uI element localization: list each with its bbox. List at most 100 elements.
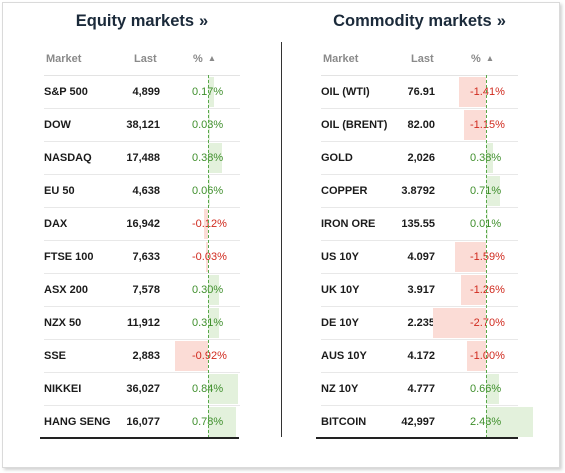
positive-change-bar (208, 176, 211, 206)
table-row[interactable]: BITCOIN 42,997 2.43% (321, 405, 534, 438)
negative-change-bar (466, 341, 486, 371)
commodity-panel: Commodity markets» Market Last % ▲ OIL (W… (316, 0, 534, 440)
market-column-header[interactable]: Market (46, 53, 82, 65)
change-percent: 0.71% (470, 185, 502, 197)
table-row[interactable]: HANG SENG 16,077 0.78% (44, 405, 240, 438)
negative-change-bar (203, 209, 208, 239)
market-name[interactable]: OIL (BRENT) (321, 119, 388, 131)
market-name[interactable]: FTSE 100 (44, 251, 94, 263)
market-column-header[interactable]: Market (323, 53, 359, 65)
change-percent: 0.06% (192, 185, 224, 197)
change-percent: -2.70% (470, 317, 505, 329)
market-name[interactable]: DE 10Y (321, 317, 359, 329)
equity-markets-link[interactable]: Equity markets» (44, 12, 240, 31)
zero-line (208, 75, 209, 438)
market-name[interactable]: US 10Y (321, 251, 359, 263)
market-name[interactable]: UK 10Y (321, 284, 360, 296)
positive-change-bar (208, 275, 219, 305)
market-name[interactable]: NIKKEI (44, 383, 82, 395)
table-row[interactable]: AUS 10Y 4.172 -1.00% (321, 339, 518, 372)
market-name[interactable]: ASX 200 (44, 284, 89, 296)
last-column-header[interactable]: Last (411, 53, 434, 65)
positive-change-bar (486, 374, 499, 404)
market-name[interactable]: OIL (WTI) (321, 86, 370, 98)
last-value: 38,121 (126, 119, 160, 131)
negative-change-bar (433, 308, 486, 338)
change-percent: 0.38% (470, 152, 502, 164)
table-row[interactable]: GOLD 2,026 0.38% (321, 141, 518, 174)
last-value: 4,638 (132, 185, 160, 197)
change-percent: -0.12% (192, 218, 227, 230)
table-row[interactable]: COPPER 3.8792 0.71% (321, 174, 518, 207)
market-name[interactable]: DAX (44, 218, 68, 230)
zero-line (486, 75, 487, 438)
table-row[interactable]: DE 10Y 2.235 -2.70% (321, 306, 518, 339)
sort-ascending-icon[interactable]: ▲ (207, 53, 217, 63)
table-row[interactable]: US 10Y 4.097 -1.59% (321, 240, 518, 273)
market-name[interactable]: SSE (44, 350, 67, 362)
table-row[interactable]: NASDAQ 17,488 0.38% (44, 141, 240, 174)
last-value: 7,578 (132, 284, 160, 296)
equity-rows: S&P 500 4,899 0.17% DOW 38,121 0.03% NASDAQ 17,… (44, 75, 240, 438)
last-value: 3.917 (407, 284, 435, 296)
market-name[interactable]: COPPER (321, 185, 368, 197)
table-row[interactable]: NZ 10Y 4.777 0.66% (321, 372, 518, 405)
last-value: 2,883 (132, 350, 160, 362)
market-name[interactable]: IRON ORE (321, 218, 376, 230)
table-row[interactable]: DOW 38,121 0.03% (44, 108, 240, 141)
table-row[interactable]: NZX 50 11,912 0.31% (44, 306, 240, 339)
last-value: 17,488 (126, 152, 160, 164)
table-row[interactable]: EU 50 4,638 0.06% (44, 174, 240, 207)
market-name[interactable]: BITCOIN (321, 416, 367, 428)
negative-change-bar (461, 275, 486, 305)
negative-change-bar (206, 242, 208, 272)
pct-column-header[interactable]: % ▲ (193, 53, 216, 65)
last-value: 4,899 (132, 86, 160, 98)
table-row[interactable]: UK 10Y 3.917 -1.26% (321, 273, 518, 306)
last-value: 36,027 (126, 383, 160, 395)
commodity-title[interactable]: Commodity markets (333, 12, 492, 30)
table-row[interactable]: S&P 500 4,899 0.17% (44, 75, 240, 108)
double-arrow-icon[interactable]: » (496, 12, 506, 30)
change-percent: 0.78% (192, 416, 224, 428)
market-name[interactable]: AUS 10Y (321, 350, 367, 362)
market-name[interactable]: S&P 500 (44, 86, 88, 98)
pct-column-header[interactable]: % ▲ (471, 53, 494, 65)
change-percent: -1.26% (470, 284, 505, 296)
last-column-header[interactable]: Last (134, 53, 157, 65)
equity-title[interactable]: Equity markets (75, 12, 195, 30)
table-row[interactable]: IRON ORE 135.55 0.01% (321, 207, 518, 240)
last-value: 3.8792 (401, 185, 435, 197)
last-value: 7,633 (132, 251, 160, 263)
pct-header-label[interactable]: % (193, 53, 203, 65)
market-name[interactable]: GOLD (321, 152, 353, 164)
change-percent: 2.43% (470, 416, 502, 428)
positive-change-bar (486, 176, 500, 206)
pct-header-label[interactable]: % (471, 53, 481, 65)
double-arrow-icon[interactable]: » (199, 12, 209, 30)
market-name[interactable]: DOW (44, 119, 71, 131)
table-row[interactable]: OIL (WTI) 76.91 -1.41% (321, 75, 518, 108)
table-row[interactable]: OIL (BRENT) 82.00 -1.15% (321, 108, 518, 141)
sort-ascending-icon[interactable]: ▲ (485, 53, 495, 63)
market-name[interactable]: NASDAQ (44, 152, 92, 164)
market-name[interactable]: NZ 10Y (321, 383, 359, 395)
market-name[interactable]: NZX 50 (44, 317, 82, 329)
change-percent: 0.66% (470, 383, 502, 395)
market-name[interactable]: EU 50 (44, 185, 75, 197)
table-row[interactable]: NIKKEI 36,027 0.84% (44, 372, 240, 405)
change-percent: 0.84% (192, 383, 224, 395)
last-value: 2,026 (407, 152, 435, 164)
positive-change-bar (208, 77, 215, 107)
table-row[interactable]: ASX 200 7,578 0.30% (44, 273, 240, 306)
positive-change-bar (208, 407, 237, 437)
table-row[interactable]: SSE 2,883 -0.92% (44, 339, 240, 372)
table-bottom-rule (40, 437, 239, 439)
commodity-markets-link[interactable]: Commodity markets» (321, 12, 518, 31)
table-row[interactable]: DAX 16,942 -0.12% (44, 207, 240, 240)
last-value: 4.097 (407, 251, 435, 263)
table-row[interactable]: FTSE 100 7,633 -0.03% (44, 240, 240, 273)
market-name[interactable]: HANG SENG (44, 416, 111, 428)
negative-change-bar (458, 77, 486, 107)
change-percent: 0.31% (192, 317, 224, 329)
